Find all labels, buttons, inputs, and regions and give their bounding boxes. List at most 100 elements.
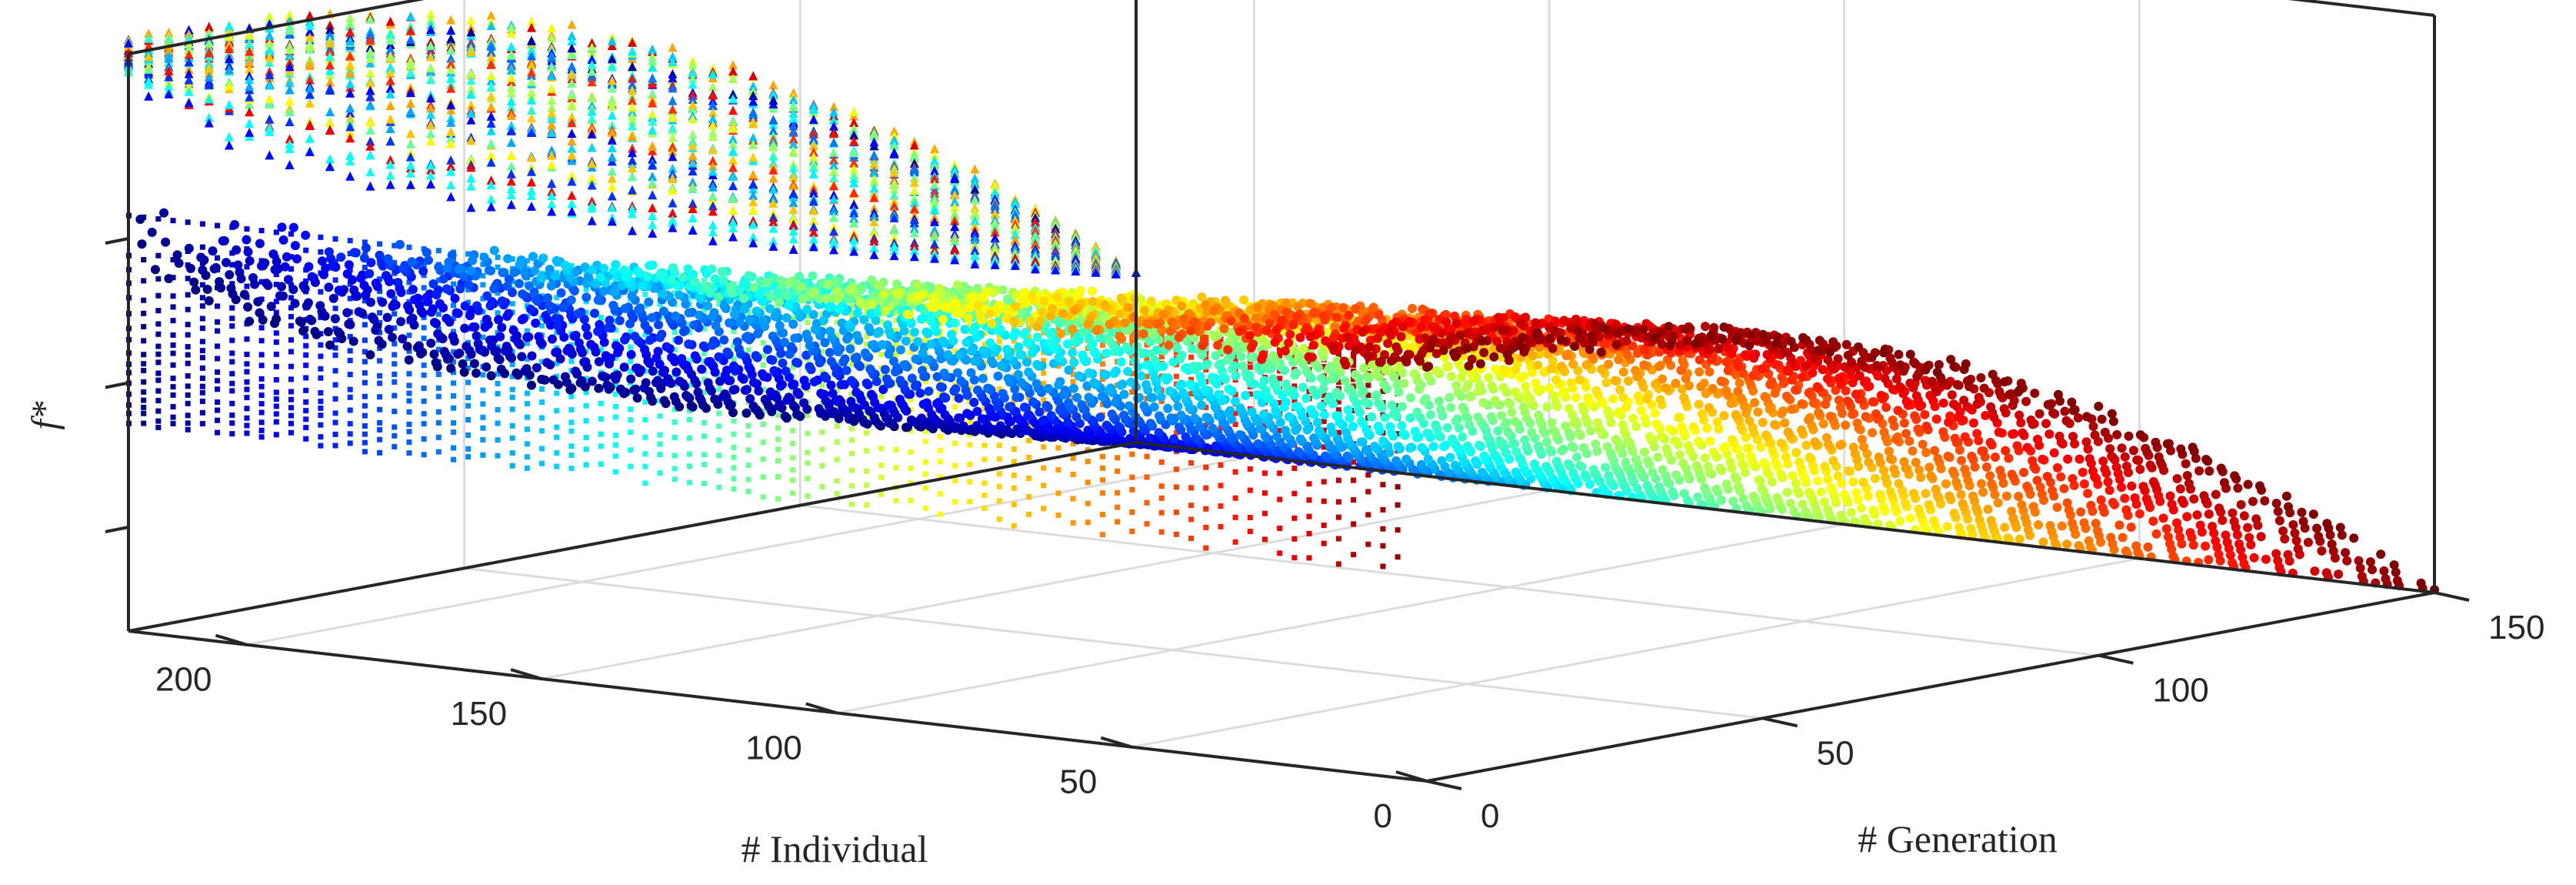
wall-triangle — [950, 202, 960, 212]
wall-triangle — [930, 150, 939, 160]
wall-point — [465, 432, 472, 438]
wall-point — [1218, 523, 1224, 529]
wall-triangle — [808, 188, 818, 198]
data-point — [164, 273, 174, 283]
wall-point — [1218, 483, 1224, 489]
wall-point — [1144, 373, 1150, 379]
data-point — [689, 320, 699, 330]
wall-point — [848, 450, 855, 456]
wall-point — [819, 463, 825, 469]
wall-point — [1129, 509, 1135, 515]
wall-point — [760, 456, 766, 463]
wall-triangle — [708, 201, 718, 211]
wall-point — [539, 399, 545, 406]
wall-triangle — [466, 83, 476, 93]
wall-point — [1129, 352, 1135, 359]
wall-triangle — [426, 62, 435, 72]
wall-triangle — [325, 25, 335, 35]
wall-point — [303, 408, 309, 414]
wall-point — [288, 396, 294, 402]
wall-point — [671, 406, 678, 412]
data-point — [288, 222, 298, 232]
wall-point — [1365, 382, 1371, 389]
wall-point — [878, 463, 885, 469]
wall-triangle — [144, 33, 154, 43]
wall-triangle — [345, 51, 355, 61]
data-point — [344, 260, 354, 270]
wall-point — [893, 380, 899, 386]
wall-point — [701, 419, 708, 426]
wall-point — [229, 371, 235, 377]
wall-point — [642, 451, 648, 457]
wall-triangle — [567, 69, 577, 79]
data-point — [639, 383, 649, 393]
wall-point — [392, 432, 398, 439]
wall-triangle — [567, 118, 577, 128]
wall-point — [893, 446, 899, 453]
wall-triangle — [345, 108, 355, 118]
wall-triangle — [628, 73, 637, 83]
wall-point — [229, 305, 235, 311]
wall-triangle — [547, 43, 557, 53]
wall-point — [495, 310, 501, 316]
data-point — [582, 292, 592, 302]
wall-point — [465, 356, 472, 362]
wall-triangle — [486, 111, 496, 121]
wall-point — [199, 383, 205, 389]
data-point — [1058, 390, 1068, 400]
wall-triangle — [607, 41, 617, 51]
wall-triangle — [365, 85, 375, 95]
wall-point — [848, 309, 855, 316]
wall-triangle — [628, 115, 637, 125]
wall-point — [834, 423, 840, 429]
wall-triangle — [648, 73, 658, 83]
wall-triangle — [748, 179, 758, 189]
wall-triangle — [446, 162, 456, 172]
data-point — [328, 293, 338, 303]
wall-point — [273, 309, 279, 316]
wall-point — [1203, 356, 1209, 362]
wall-triangle — [688, 212, 698, 222]
wall-point — [244, 336, 250, 342]
wall-triangle — [808, 205, 818, 215]
wall-point — [244, 283, 250, 289]
data-point — [527, 351, 537, 361]
wall-point — [347, 281, 353, 287]
data-point — [270, 319, 280, 329]
wall-point — [362, 337, 368, 343]
wall-triangle — [808, 227, 818, 237]
wall-triangle — [930, 144, 939, 154]
data-point — [268, 249, 278, 259]
data-point — [278, 235, 288, 245]
wall-triangle — [385, 101, 395, 111]
wall-point — [435, 449, 442, 455]
wall-point — [996, 386, 1002, 392]
wall-point — [893, 342, 899, 349]
data-point — [255, 308, 265, 318]
wall-point — [451, 420, 456, 426]
wall-point — [864, 413, 870, 419]
wall-point — [318, 389, 324, 396]
data-point — [486, 371, 496, 381]
wall-triangle — [345, 103, 355, 113]
wall-triangle — [748, 152, 758, 162]
wall-triangle — [587, 77, 597, 87]
wall-triangle — [506, 28, 516, 38]
data-point — [508, 326, 518, 336]
wall-point — [141, 361, 147, 367]
wall-point — [878, 446, 885, 452]
data-point — [558, 302, 568, 312]
data-point — [172, 250, 182, 260]
wall-point — [229, 359, 235, 365]
wall-point — [392, 325, 398, 331]
wall-triangle — [365, 46, 375, 56]
wall-triangle — [547, 62, 557, 72]
wall-point — [805, 460, 811, 466]
data-point — [298, 281, 308, 291]
wall-triangle — [466, 15, 476, 25]
data-point — [1342, 451, 1352, 461]
wall-triangle — [970, 184, 980, 194]
data-point — [468, 322, 478, 332]
wall-triangle — [869, 236, 879, 246]
wall-triangle — [265, 70, 275, 80]
